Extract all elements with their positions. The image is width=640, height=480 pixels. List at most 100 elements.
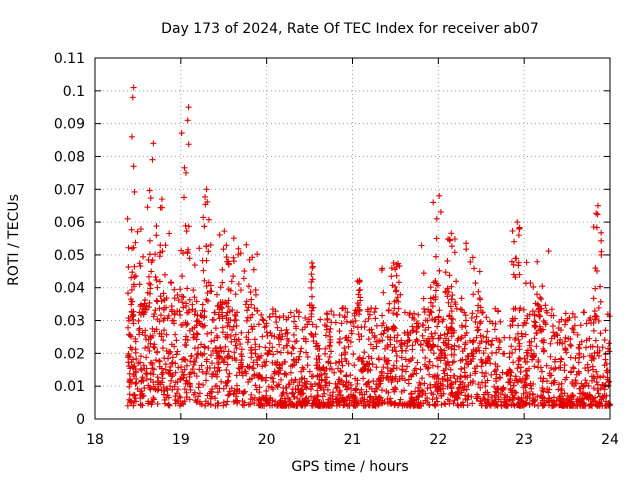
data-point: [344, 394, 351, 401]
data-point: [214, 334, 221, 341]
data-point: [429, 396, 436, 403]
data-point: [477, 384, 484, 391]
data-point: [586, 352, 593, 359]
data-point: [286, 396, 293, 403]
data-point: [276, 314, 283, 321]
data-point: [189, 306, 196, 313]
data-point: [425, 324, 432, 331]
data-point: [506, 350, 513, 357]
data-point: [483, 314, 490, 321]
data-point: [210, 316, 217, 323]
data-point: [262, 398, 269, 405]
data-point: [248, 344, 255, 351]
data-point: [579, 399, 586, 406]
data-point: [491, 326, 498, 333]
data-point: [455, 343, 462, 350]
data-point: [436, 335, 443, 342]
data-point: [273, 319, 280, 326]
data-point: [290, 393, 297, 400]
data-point: [425, 335, 432, 342]
data-point: [395, 260, 402, 267]
data-point: [393, 287, 400, 294]
data-point: [367, 393, 374, 400]
data-point: [442, 365, 449, 372]
data-point: [278, 327, 285, 334]
data-point: [303, 378, 310, 385]
data-point: [545, 389, 552, 396]
data-point: [126, 363, 133, 370]
data-point: [181, 194, 188, 201]
data-point: [317, 316, 324, 323]
data-point: [208, 288, 215, 295]
data-point: [475, 288, 482, 295]
data-point: [381, 399, 388, 406]
data-point: [586, 317, 593, 324]
data-point: [128, 301, 135, 308]
data-point: [594, 211, 601, 218]
data-point: [302, 336, 309, 343]
data-point: [191, 262, 198, 269]
data-point: [312, 380, 319, 387]
data-point: [159, 345, 166, 352]
data-point: [216, 354, 223, 361]
data-point: [296, 378, 303, 385]
data-point: [168, 377, 175, 384]
data-point: [568, 368, 575, 375]
data-point: [464, 402, 471, 409]
data-point: [176, 308, 183, 315]
data-point: [441, 354, 448, 361]
data-point: [218, 378, 225, 385]
data-point: [363, 381, 370, 388]
data-point: [397, 343, 404, 350]
y-tick-label: 0.08: [54, 149, 85, 165]
data-point: [492, 366, 499, 373]
data-point: [473, 348, 480, 355]
data-point: [191, 311, 198, 318]
data-point: [484, 389, 491, 396]
data-point: [333, 385, 340, 392]
data-point: [580, 353, 587, 360]
data-point: [434, 372, 441, 379]
data-point: [393, 352, 400, 359]
data-point: [526, 338, 533, 345]
data-point: [428, 330, 435, 337]
data-point: [434, 398, 441, 405]
data-point: [380, 320, 387, 327]
data-point: [365, 315, 372, 322]
data-point: [432, 296, 439, 303]
data-point: [165, 312, 172, 319]
data-point: [303, 394, 310, 401]
data-point: [221, 228, 228, 235]
data-point: [449, 392, 456, 399]
data-point: [158, 387, 165, 394]
data-point: [512, 335, 519, 342]
data-point: [557, 387, 564, 394]
data-point: [232, 331, 239, 338]
data-point: [306, 368, 313, 375]
data-point: [281, 371, 288, 378]
data-point: [464, 393, 471, 400]
data-point: [350, 323, 357, 330]
data-point: [425, 364, 432, 371]
data-point: [498, 402, 505, 409]
data-point: [165, 370, 172, 377]
data-point: [505, 370, 512, 377]
data-point: [478, 363, 485, 370]
data-point: [152, 307, 159, 314]
data-point: [152, 357, 159, 364]
data-point: [572, 402, 579, 409]
data-point: [343, 379, 350, 386]
data-point: [200, 381, 207, 388]
data-point: [257, 402, 264, 409]
data-point: [439, 318, 446, 325]
data-point: [223, 242, 230, 249]
data-point: [524, 373, 531, 380]
data-point: [134, 385, 141, 392]
data-point: [401, 309, 408, 316]
data-point: [370, 345, 377, 352]
data-point: [128, 286, 135, 293]
data-point: [269, 310, 276, 317]
data-point: [322, 382, 329, 389]
data-point: [202, 377, 209, 384]
data-point: [593, 313, 600, 320]
